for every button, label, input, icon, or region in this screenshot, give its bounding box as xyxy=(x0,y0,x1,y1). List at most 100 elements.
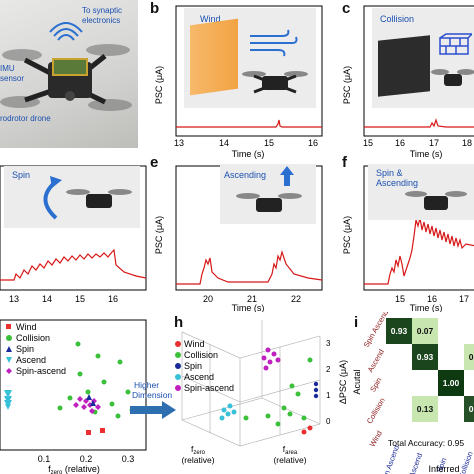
point-h-collision xyxy=(287,411,293,417)
point-spin-ascend xyxy=(81,404,87,410)
panel-g-chart: Wind Collision Spin Ascend Spin-ascend xyxy=(0,319,147,474)
panel-g-frame xyxy=(0,319,147,451)
point-h-collision xyxy=(265,413,271,419)
label-electronics: electronics xyxy=(82,16,121,25)
matrix-cell-value: 1.00 xyxy=(443,378,460,388)
panel-letter-i: i xyxy=(354,314,359,331)
matrix-cell xyxy=(386,318,412,344)
panel-e-inset-label: Ascending xyxy=(224,170,267,180)
point-h-spin-ascend xyxy=(275,357,281,363)
panel-d-inset: Spin xyxy=(4,166,140,228)
point-h-wind xyxy=(307,425,313,431)
panel-letter-f: f xyxy=(342,154,347,171)
point-h-collision xyxy=(243,415,249,421)
point-h-spin-ascend xyxy=(265,347,271,353)
point-h-collision xyxy=(275,421,281,427)
panel-b-tick-3: 16 xyxy=(308,138,318,148)
panel-g-xlabel: fzero (relative) xyxy=(48,464,100,474)
legend-marker-collision xyxy=(6,335,12,341)
point-h-ascend xyxy=(221,407,227,413)
panel-e-tick-1: 21 xyxy=(247,294,257,304)
panel-f-tick-1: 16 xyxy=(427,294,437,304)
panel-h-xlabel-rest: (relative) xyxy=(181,455,214,465)
panel-c-trace xyxy=(364,118,474,128)
legend-label-ascend: Ascend xyxy=(16,355,46,365)
wireless-icon xyxy=(49,22,83,41)
legend-h-ascend: Ascend xyxy=(184,372,214,382)
panel-c-inset-label: Collision xyxy=(380,14,415,24)
panel-f-inset: Spin & Ascending xyxy=(368,164,474,220)
panel-f-inset-label-2: Ascending xyxy=(376,178,419,188)
panel-d-tick-0: 13 xyxy=(9,294,19,304)
panel-h-ztick-3: 0 xyxy=(326,417,331,426)
panel-d-inset-label: Spin xyxy=(12,170,31,180)
panel-b-inset: Wind xyxy=(184,8,316,108)
legend-h-spin: Spin xyxy=(184,361,202,371)
panel-f-chart: PSC (μA) 15 16 17 Time (s) xyxy=(342,165,474,312)
panel-c-tick-0: 15 xyxy=(363,138,373,148)
panel-b-xlabel: Time (s) xyxy=(232,149,265,159)
point-h-collision xyxy=(295,391,301,397)
panel-h-ylabel: farea xyxy=(283,444,298,456)
row-label-spin-ascend: Spin Ascend xyxy=(362,312,391,349)
point-collision xyxy=(117,359,123,365)
point-spin-ascend xyxy=(95,404,101,410)
wind-icon xyxy=(250,29,298,57)
panel-f-tick-2: 17 xyxy=(459,294,469,304)
panel-h-xlabel: fzero xyxy=(191,444,206,456)
point-h-ascend xyxy=(231,409,237,415)
legend-marker-spin-ascend xyxy=(6,368,12,374)
panel-d-tick-1: 14 xyxy=(42,294,52,304)
row-label-ascend: Ascend xyxy=(366,348,386,374)
panel-letter-e: e xyxy=(150,154,159,171)
panel-b-tick-2: 15 xyxy=(264,138,274,148)
legend-h-collision: Collision xyxy=(184,350,218,360)
matrix-cell-value: 0.13 xyxy=(417,404,434,414)
point-spin-ascend xyxy=(89,408,95,414)
legend-marker-wind xyxy=(6,324,11,329)
legend-h-spin-ascend: Spin-ascend xyxy=(184,383,234,393)
panel-h-ztick-0: 3 xyxy=(326,339,331,348)
legend-h-marker-spin xyxy=(175,363,181,369)
legend-marker-ascend xyxy=(6,357,12,363)
panel-h-box xyxy=(181,320,321,447)
brick-wall-icon xyxy=(439,33,472,55)
drone-photo: IMU sensor To synaptic electronics rodro… xyxy=(0,0,138,148)
legend-h-marker-ascend xyxy=(175,374,181,380)
panel-b-tick-1: 14 xyxy=(219,138,229,148)
point-collision xyxy=(125,389,131,395)
panel-b-chart: PSC (μA) 13 14 15 16 Time (s) xyxy=(154,5,323,159)
panel-g-tick-0: 0.1 xyxy=(38,454,51,464)
panel-e-trace xyxy=(176,249,323,285)
confusion-matrix: 0.93 0.07 0.93 0.07 1.00 0.13 0.87 xyxy=(386,318,474,422)
panel-letter-h: h xyxy=(174,314,184,331)
row-label-spin: Spin xyxy=(368,376,383,394)
point-h-spin-ascend xyxy=(261,355,267,361)
legend-h-marker-collision xyxy=(175,352,181,358)
point-collision xyxy=(109,401,115,407)
panel-b-trace xyxy=(176,119,322,128)
point-h-collision xyxy=(301,415,307,421)
matrix-cell-value: 0.93 xyxy=(391,326,408,336)
up-arrow-icon xyxy=(280,166,294,186)
drone-inset-icon-d xyxy=(66,189,132,208)
panel-b-inset-label: Wind xyxy=(200,14,221,24)
panel-g-tick-2: 0.3 xyxy=(122,454,135,464)
panel-e-tick-2: 22 xyxy=(291,294,301,304)
drone-illustration xyxy=(0,22,132,111)
panel-d-tick-3: 16 xyxy=(108,294,118,304)
panel-c-ylabel: PSC (μA) xyxy=(342,66,352,104)
panel-i-chart: 0.93 0.07 0.93 0.07 1.00 0.13 0.87 Spin Ascend… xyxy=(352,312,474,474)
point-collision xyxy=(57,405,63,411)
panel-c-tick-2: 17 xyxy=(429,138,439,148)
total-accuracy: Total Accuracy: 0.95 xyxy=(388,438,464,448)
panel-h-zlabel: ΔPSC (μA) xyxy=(338,360,348,404)
higher-dimension-label-1: Higher xyxy=(134,380,160,390)
point-collision xyxy=(77,371,83,377)
point-h-spin-ascend xyxy=(267,359,273,365)
point-h-ascend xyxy=(219,415,225,421)
legend-h-marker-spin-ascend xyxy=(175,385,181,391)
panel-c-chart: PSC (μA) 15 16 17 18 Time (s) xyxy=(342,5,474,159)
panel-h-ylabel-rest: (relative) xyxy=(273,455,306,465)
col-label-ascend: Ascend xyxy=(407,452,424,474)
